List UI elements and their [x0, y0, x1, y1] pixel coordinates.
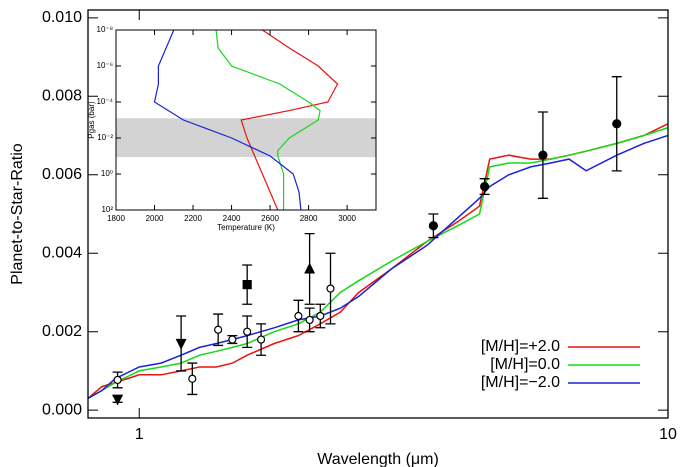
data-point	[428, 221, 438, 231]
legend-label: [M/H]=−2.0	[481, 374, 560, 391]
plot-area	[116, 30, 376, 210]
plot-frame	[87, 9, 669, 419]
y-axis-label: Pgas (bar)	[87, 101, 96, 139]
y-tick-label: 10⁰	[101, 169, 113, 178]
y-axis-label: Planet-to-Star-Ratio	[9, 143, 26, 284]
data-point	[612, 119, 622, 129]
x-tick-label: 2400	[223, 214, 241, 223]
x-tick-label: 3000	[338, 214, 356, 223]
legend-label: [M/H]=0.0	[490, 356, 560, 373]
x-tick-label: 10	[659, 426, 677, 443]
y-tick-label: 0.000	[42, 401, 82, 418]
data-point	[326, 284, 335, 293]
y-tick-label: 10⁻⁶	[97, 61, 113, 70]
y-tick-label: 0.006	[42, 166, 82, 183]
data-point	[113, 375, 122, 385]
x-axis-label: Temperature (K)	[217, 223, 275, 232]
series-line	[88, 134, 668, 400]
data-point	[112, 394, 124, 406]
y-tick-label: 10⁻⁸	[97, 25, 114, 34]
data-point	[294, 311, 303, 321]
data-point	[304, 262, 316, 274]
y-tick-label: 0.002	[42, 323, 82, 340]
y-tick-label: 0.004	[42, 244, 82, 261]
x-tick-label: 2000	[146, 214, 164, 223]
data-point	[214, 325, 223, 334]
y-tick-label: 0.008	[42, 88, 82, 105]
y-tick-label: 0.010	[42, 9, 82, 26]
series-line	[240, 30, 339, 210]
data-point	[480, 181, 490, 192]
data-point	[538, 150, 548, 160]
plot-frame	[115, 29, 377, 211]
data-point	[316, 311, 325, 321]
data-point	[256, 335, 266, 344]
shaded-band	[116, 118, 376, 158]
data-point	[188, 374, 197, 383]
series-line	[153, 30, 302, 210]
data-point	[305, 315, 314, 325]
data-point	[175, 338, 187, 350]
y-tick-label: 10⁻²	[97, 133, 113, 142]
x-tick-label: 1800	[107, 214, 125, 223]
data-point	[228, 335, 237, 344]
series-line	[88, 126, 668, 400]
plot-area	[88, 76, 668, 406]
x-tick-label: 1	[135, 426, 144, 443]
data-point	[243, 327, 252, 336]
legend-label: [M/H]=+2.0	[481, 338, 560, 355]
x-tick-label: 2200	[184, 214, 202, 223]
series-line	[215, 30, 321, 210]
y-tick-label: 10⁻⁴	[96, 97, 113, 106]
data-point	[242, 280, 252, 290]
y-tick-label: 10²	[101, 205, 113, 214]
x-tick-label: 2800	[300, 214, 318, 223]
x-axis-label: Wavelength (μm)	[317, 451, 439, 467]
x-tick-label: 2600	[261, 214, 279, 223]
